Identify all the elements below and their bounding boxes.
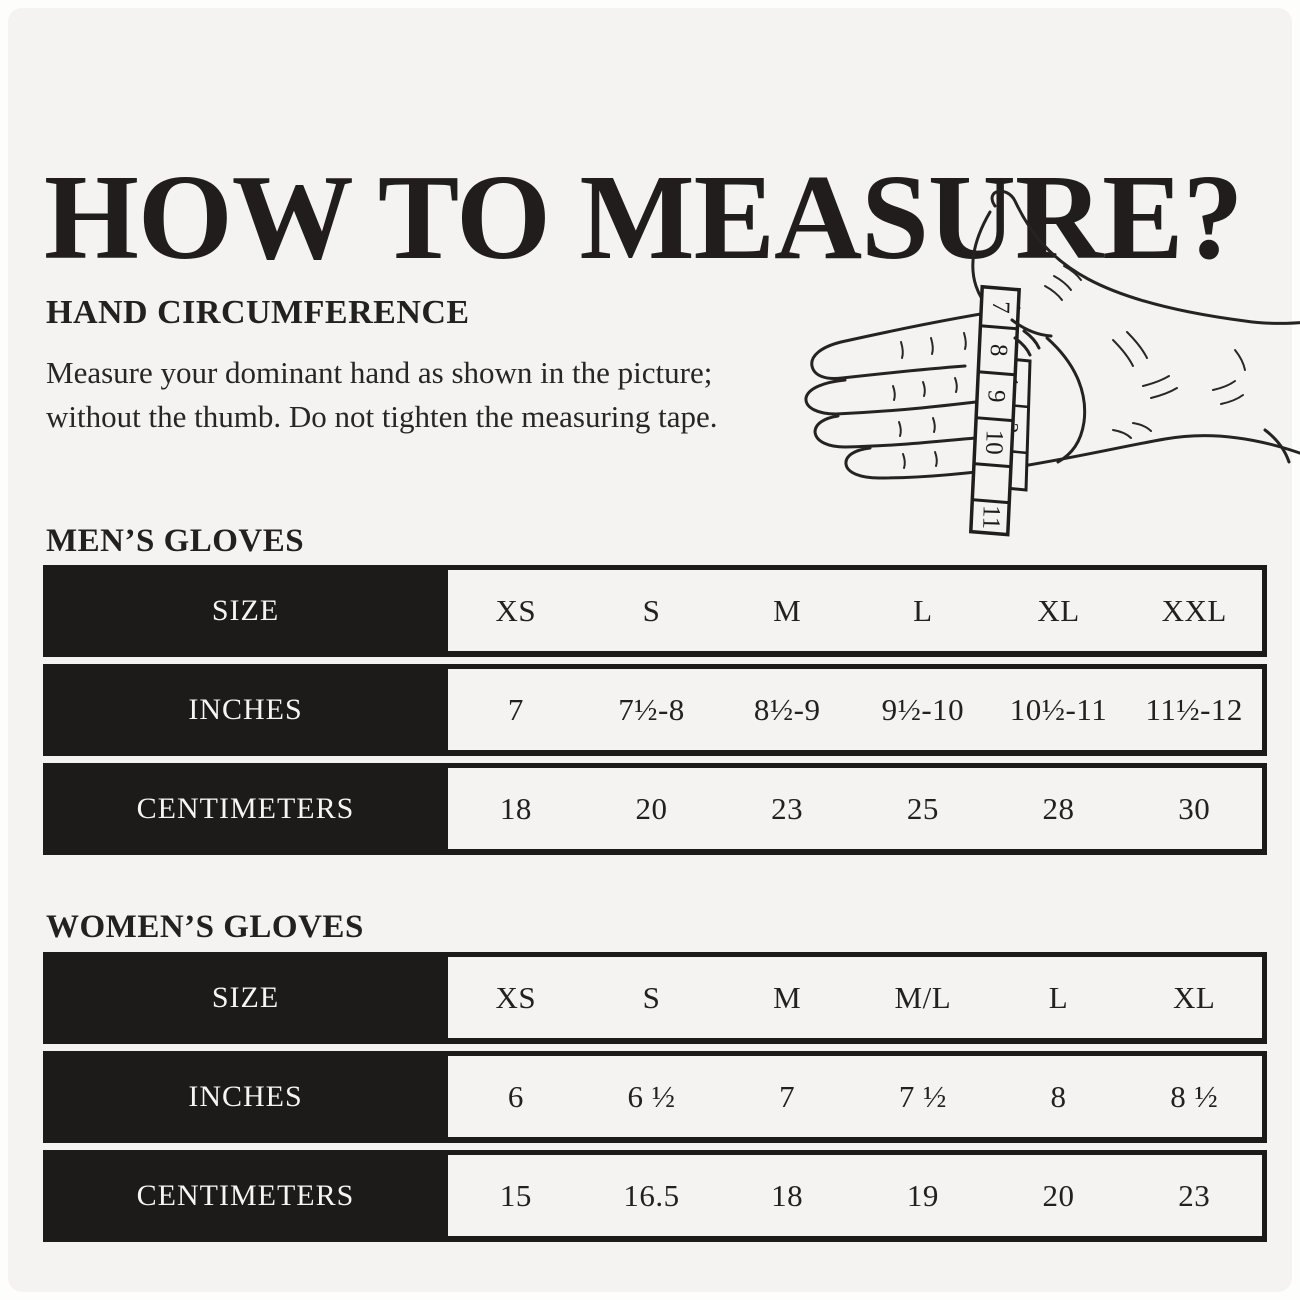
- row-label: INCHES: [188, 1080, 303, 1113]
- tape-number: 8: [985, 344, 1012, 357]
- hand-measuring-tape-illustration: 1 2 7 8 9 10 11: [783, 190, 1300, 555]
- inches-value: 9½-10: [881, 691, 965, 727]
- size-value: L: [1048, 979, 1069, 1015]
- inches-value: 7 ½: [898, 1078, 947, 1114]
- centimeters-value: 23: [771, 790, 804, 826]
- size-value: M: [773, 592, 802, 628]
- tape-strip: 7 8 9 10 11: [968, 284, 1021, 537]
- row-values: 7 7½-8 8½-9 9½-10 10½-11 11½-12: [448, 669, 1262, 750]
- size-value: XS: [495, 592, 537, 628]
- size-value: S: [642, 592, 661, 628]
- table-row-centimeters: CENTIMETERS 18 20 23 25 28 30: [43, 763, 1267, 855]
- centimeters-value: 15: [499, 1177, 532, 1213]
- inches-value: 6 ½: [627, 1078, 676, 1114]
- inches-value: 6: [507, 1078, 524, 1114]
- centimeters-value: 19: [906, 1177, 939, 1213]
- inches-value: 8: [1050, 1078, 1067, 1114]
- table-row-size: SIZE XS S M L XL XXL: [43, 565, 1267, 657]
- table-row-centimeters: CENTIMETERS 15 16.5 18 19 20 23: [43, 1150, 1267, 1242]
- tape-number: 9: [982, 390, 1009, 403]
- row-label: CENTIMETERS: [136, 792, 355, 825]
- womens-gloves-heading: WOMEN’S GLOVES: [46, 909, 364, 946]
- hand-circumference-heading: HAND CIRCUMFERENCE: [46, 294, 470, 332]
- centimeters-value: 20: [635, 790, 668, 826]
- row-label: SIZE: [211, 594, 280, 627]
- centimeters-value: 28: [1042, 790, 1075, 826]
- mens-size-table: SIZE XS S M L XL XXL INCHES 7 7½-8 8½-9 …: [43, 565, 1267, 855]
- size-value: XXL: [1161, 592, 1227, 628]
- womens-size-table: SIZE XS S M M/L L XL INCHES 6 6 ½ 7 7 ½ …: [43, 952, 1267, 1242]
- hand-circumference-instructions: Measure your dominant hand as shown in t…: [46, 355, 718, 435]
- inches-value: 8½-9: [753, 691, 821, 727]
- row-values: XS S M L XL XXL: [448, 570, 1262, 651]
- size-value: M: [773, 979, 802, 1015]
- tape-number: 10: [980, 429, 1008, 455]
- row-values: 6 6 ½ 7 7 ½ 8 8 ½: [448, 1056, 1262, 1137]
- row-values: 18 20 23 25 28 30: [448, 768, 1262, 849]
- page-background: HOW TO MEASURE? HAND CIRCUMFERENCE Measu…: [8, 8, 1300, 1292]
- table-row-inches: INCHES 7 7½-8 8½-9 9½-10 10½-11 11½-12: [43, 664, 1267, 756]
- table-row-size: SIZE XS S M M/L L XL: [43, 952, 1267, 1044]
- centimeters-value: 16.5: [623, 1177, 680, 1213]
- inches-value: 7: [779, 1078, 796, 1114]
- centimeters-value: 18: [499, 790, 532, 826]
- size-value: S: [642, 979, 661, 1015]
- centimeters-value: 23: [1178, 1177, 1211, 1213]
- size-value: L: [913, 592, 933, 628]
- size-value: XL: [1173, 979, 1216, 1015]
- mens-gloves-heading: MEN’S GLOVES: [46, 523, 305, 560]
- centimeters-value: 25: [906, 790, 939, 826]
- inches-value: 11½-12: [1145, 691, 1243, 727]
- hand-illustration-svg: 1 2 7 8 9 10 11: [804, 190, 1300, 537]
- size-value: XS: [495, 979, 537, 1015]
- inches-value: 10½-11: [1009, 691, 1108, 727]
- centimeters-value: 20: [1042, 1177, 1075, 1213]
- tape-number: 11: [977, 505, 1005, 530]
- inches-value: 7: [507, 691, 524, 727]
- centimeters-value: 30: [1178, 790, 1211, 826]
- size-value: XL: [1037, 592, 1080, 628]
- row-label: INCHES: [188, 693, 303, 726]
- page-title: HOW TO MEASURE?: [44, 149, 1244, 285]
- row-values: XS S M M/L L XL: [448, 957, 1262, 1038]
- inches-value: 8 ½: [1170, 1078, 1219, 1114]
- tape-number: 7: [987, 301, 1014, 314]
- row-label: CENTIMETERS: [136, 1179, 355, 1212]
- centimeters-value: 18: [771, 1177, 804, 1213]
- inches-value: 7½-8: [618, 691, 685, 727]
- size-value: M/L: [894, 979, 952, 1015]
- row-values: 15 16.5 18 19 20 23: [448, 1155, 1262, 1236]
- table-row-inches: INCHES 6 6 ½ 7 7 ½ 8 8 ½: [43, 1051, 1267, 1143]
- row-label: SIZE: [211, 981, 280, 1014]
